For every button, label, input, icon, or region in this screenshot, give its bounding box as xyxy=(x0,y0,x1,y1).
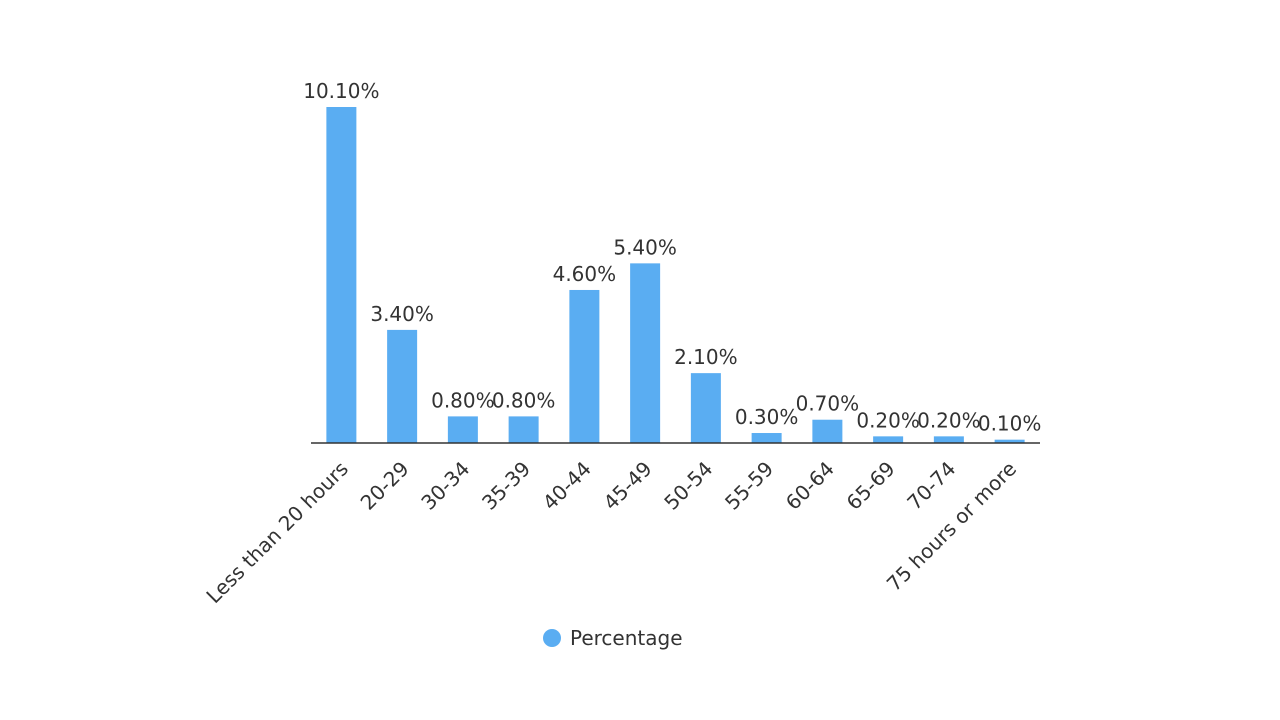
bar xyxy=(994,439,1025,443)
legend-label: Percentage xyxy=(570,626,683,650)
x-tick-label: Less than 20 hours xyxy=(201,457,352,608)
value-label: 0.20% xyxy=(856,408,920,432)
value-label: 2.10% xyxy=(674,345,738,369)
value-label: 0.80% xyxy=(492,388,556,412)
bar xyxy=(326,107,357,443)
bar xyxy=(447,416,478,443)
value-label: 0.10% xyxy=(978,412,1042,436)
value-label: 10.10% xyxy=(303,79,379,103)
x-tick-label: 35-39 xyxy=(477,457,535,515)
x-tick-label: 40-44 xyxy=(538,457,596,515)
x-tick-label: 45-49 xyxy=(599,457,657,515)
legend-marker xyxy=(543,629,561,647)
value-label: 3.40% xyxy=(370,302,434,326)
value-label: 0.30% xyxy=(735,405,799,429)
x-tick-label: 50-54 xyxy=(659,457,717,515)
value-label: 5.40% xyxy=(613,235,677,259)
bar xyxy=(569,289,600,443)
x-tick-label: 55-59 xyxy=(720,457,778,515)
value-label: 4.60% xyxy=(553,262,617,286)
bar xyxy=(751,433,782,443)
value-label: 0.20% xyxy=(917,408,981,432)
x-tick-label: 60-64 xyxy=(781,457,839,515)
bar xyxy=(933,436,964,443)
bar xyxy=(690,373,721,443)
x-tick-label: 65-69 xyxy=(842,457,900,515)
bar xyxy=(630,263,661,443)
x-tick-label: 20-29 xyxy=(356,457,414,515)
value-label: 0.70% xyxy=(796,392,860,416)
bar xyxy=(812,419,843,443)
bar xyxy=(387,329,418,443)
x-tick-label: 70-74 xyxy=(902,457,960,515)
bar xyxy=(873,436,904,443)
bar xyxy=(508,416,539,443)
x-tick-label: 30-34 xyxy=(416,457,474,515)
value-label: 0.80% xyxy=(431,388,495,412)
